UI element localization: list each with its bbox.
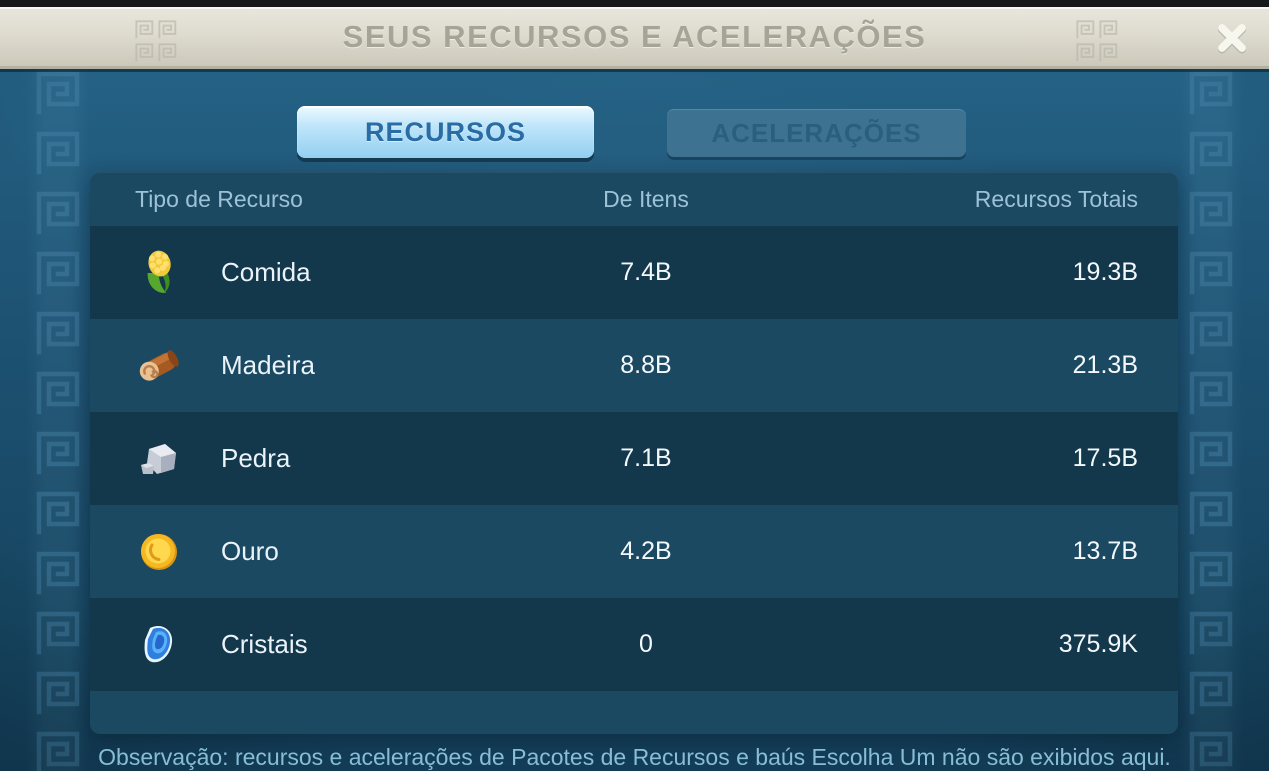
- resource-from-items: 0: [639, 630, 653, 658]
- close-button[interactable]: [1209, 15, 1255, 61]
- resource-from-items: 7.1B: [620, 444, 672, 472]
- resource-total: 17.5B: [1072, 444, 1138, 472]
- resource-name: Pedra: [221, 443, 291, 473]
- resource-from-items: 4.2B: [620, 537, 672, 565]
- column-header-resource-type: Tipo de Recurso: [135, 185, 303, 212]
- table-row-comida: Comida 7.4B 19.3B: [90, 226, 1178, 319]
- table-row-madeira: Madeira 8.8B 21.3B: [90, 319, 1178, 412]
- column-header-from-items: De Itens: [603, 185, 689, 212]
- gem-icon: [144, 625, 173, 662]
- resource-name: Madeira: [221, 350, 315, 380]
- resource-total: 13.7B: [1072, 537, 1138, 565]
- stone-icon: [141, 443, 176, 474]
- greek-meander-border-left: [26, 66, 90, 771]
- footer-note: Observação: recursos e acelerações de Pa…: [98, 744, 1171, 770]
- corn-icon: [147, 250, 171, 294]
- column-header-total-resources: Recursos Totais: [974, 185, 1138, 212]
- resource-name: Cristais: [221, 629, 308, 659]
- resource-total: 19.3B: [1072, 258, 1138, 286]
- close-icon: [1217, 24, 1247, 54]
- greek-key-emblem-icon: [135, 20, 177, 62]
- title-bar: SEUS RECURSOS E ACELERAÇÕES: [0, 7, 1269, 69]
- tab-aceleracoes[interactable]: ACELERAÇÕES: [667, 109, 966, 157]
- resources-table: Tipo de Recurso De Itens Recursos Totais: [90, 172, 1178, 734]
- tab-recursos[interactable]: RECURSOS: [297, 106, 594, 158]
- table-row-ouro: Ouro 4.2B 13.7B: [90, 505, 1178, 598]
- top-dark-strip: [0, 0, 1269, 7]
- resource-name: Comida: [221, 257, 311, 287]
- gold-icon: [141, 533, 177, 570]
- page-title: SEUS RECURSOS E ACELERAÇÕES: [342, 18, 927, 54]
- resource-name: Ouro: [221, 536, 279, 566]
- wood-icon: [139, 349, 179, 381]
- greek-key-emblem-icon: [1076, 20, 1118, 62]
- resource-total: 375.9K: [1058, 630, 1138, 658]
- table-row-cristais: Cristais 0 375.9K: [90, 598, 1178, 691]
- resource-from-items: 8.8B: [620, 351, 672, 379]
- table-row-pedra: Pedra 7.1B 17.5B: [90, 412, 1178, 505]
- table-header: Tipo de Recurso De Itens Recursos Totais: [90, 172, 1178, 226]
- resource-from-items: 7.4B: [620, 258, 672, 286]
- resource-total: 21.3B: [1072, 351, 1138, 379]
- greek-meander-border-right: [1179, 66, 1243, 771]
